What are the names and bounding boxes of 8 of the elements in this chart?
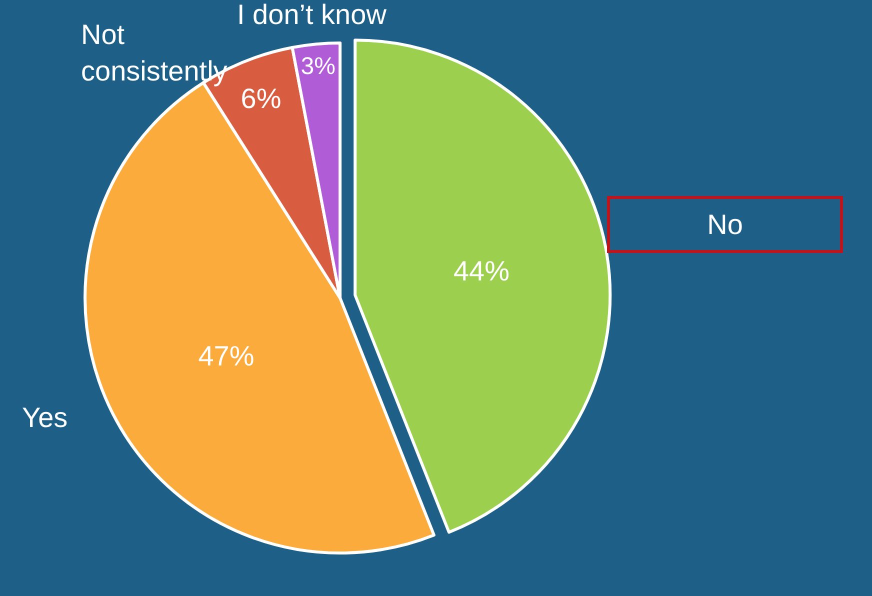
slice-label: I don’t know bbox=[237, 0, 388, 30]
data-label: 44% bbox=[453, 256, 510, 287]
slice-label: Not consistently bbox=[81, 19, 228, 86]
data-label: 47% bbox=[198, 340, 254, 372]
data-label: 6% bbox=[240, 82, 282, 114]
data-label: 3% bbox=[300, 53, 336, 80]
slice-label: Yes bbox=[22, 402, 68, 433]
slice-label: No bbox=[707, 209, 743, 240]
